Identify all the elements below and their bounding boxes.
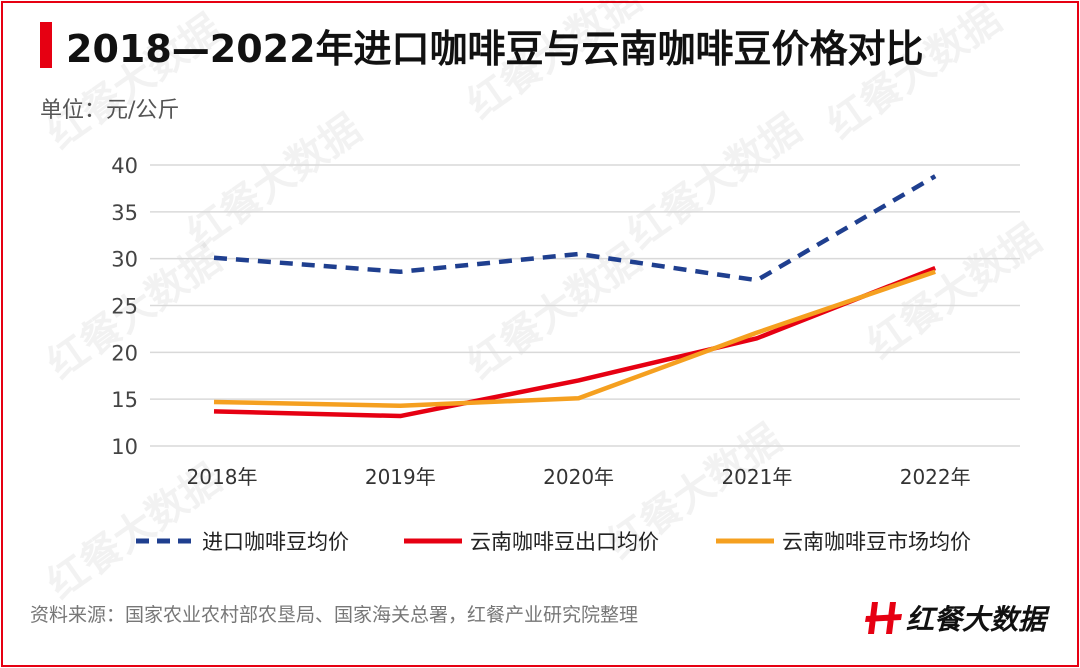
y-tick-label: 25 [111,295,138,319]
series-line-0 [213,174,937,283]
chart-title: 2018—2022年进口咖啡豆与云南咖啡豆价格对比 [66,27,924,71]
watermark: 红餐大数据 [39,6,229,158]
x-tick-label: 2021年 [721,465,792,489]
watermark: 红餐大数据 [179,106,369,258]
title-accent-bar [40,22,52,68]
x-tick-label: 2022年 [900,465,971,489]
legend-label: 进口咖啡豆均价 [202,530,349,554]
y-tick-label: 15 [111,388,138,412]
y-tick-label: 35 [111,201,138,225]
x-tick-label: 2020年 [543,465,614,489]
y-tick-label: 20 [111,341,138,365]
x-tick-label: 2018年 [187,465,258,489]
brand-logo: 红餐大数据 [862,598,1046,638]
x-tick-label: 2019年 [365,465,436,489]
watermark: 红餐大数据 [819,0,1009,148]
legend-label: 云南咖啡豆市场均价 [782,530,971,554]
y-tick-label: 40 [111,154,138,178]
logo-h-icon [865,602,902,634]
unit-label: 单位：元/公斤 [40,98,180,123]
watermark: 红餐大数据 [859,216,1049,368]
legend-label: 云南咖啡豆出口均价 [470,530,659,554]
y-tick-label: 30 [111,248,138,272]
logo-text: 红餐大数据 [906,603,1047,636]
y-tick-label: 10 [111,435,138,459]
source-note: 资料来源：国家农业农村部农垦局、国家海关总署，红餐产业研究院整理 [30,604,639,626]
watermark: 红餐大数据 [619,106,809,258]
watermark: 红餐大数据 [459,0,649,128]
